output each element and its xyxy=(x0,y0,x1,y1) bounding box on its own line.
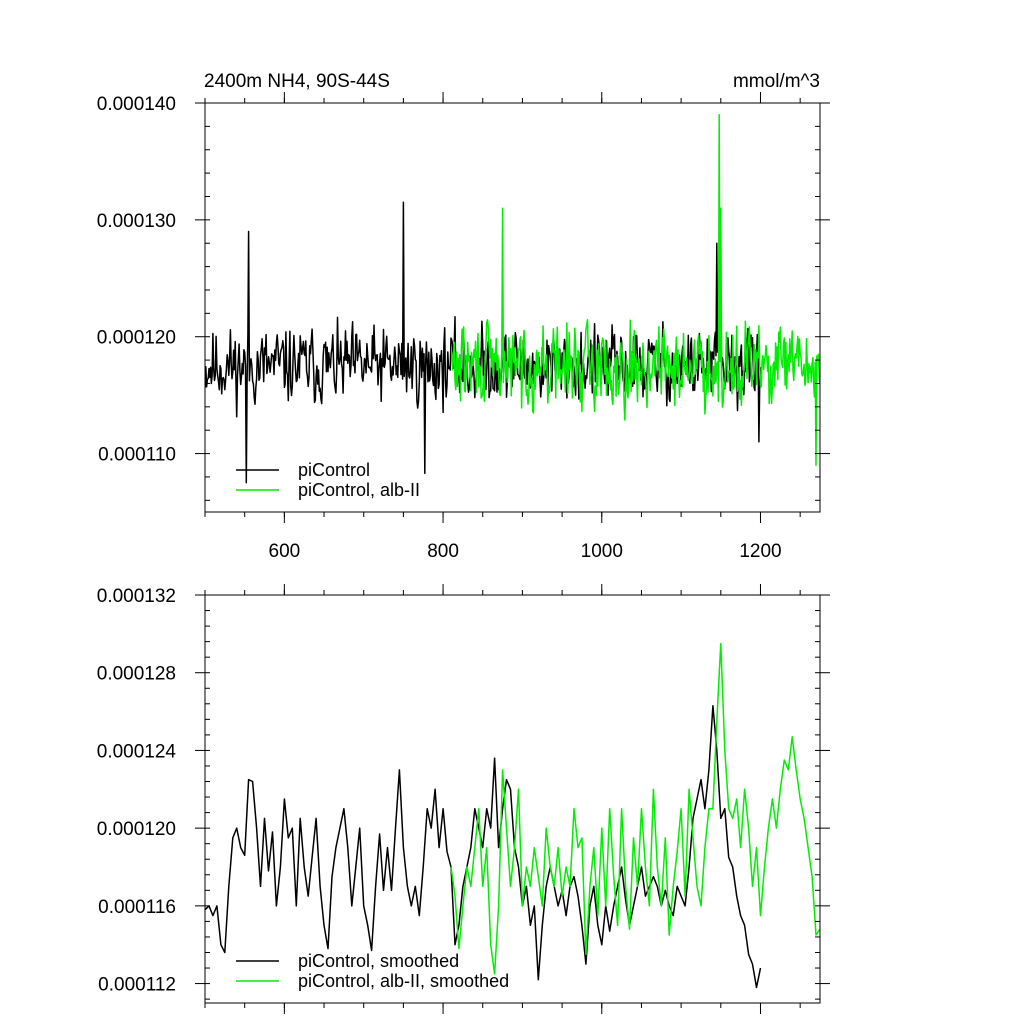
legend-label: piControl xyxy=(298,460,370,480)
y-tick-label: 0.000140 xyxy=(97,94,176,115)
top-panel: 0.000110 0.000120 0.000130 0.000140 600 800 10… xyxy=(97,92,830,562)
plot-frame xyxy=(204,594,821,1004)
chart-title: 2400m NH4, 90S-44S xyxy=(204,71,390,92)
y-tick-label: 0.000130 xyxy=(97,211,176,232)
y-tick-label: 0.000116 xyxy=(98,897,176,918)
x-tick-label: 1000 xyxy=(581,541,623,562)
x-tick-label: 800 xyxy=(427,541,459,562)
y-tick-label: 0.000120 xyxy=(97,819,176,840)
series-line-alb-ii xyxy=(450,642,820,975)
bottom-panel: 0.000112 0.000116 0.000120 0.000124 0.000128… xyxy=(97,584,830,1014)
y-tick-label: 0.000128 xyxy=(97,664,176,685)
y-tick-label: 0.000124 xyxy=(97,741,177,762)
units-label: mmol/m^3 xyxy=(733,71,820,92)
y-tick-label: 0.000110 xyxy=(98,445,176,466)
x-tick-label: 600 xyxy=(269,541,301,562)
x-tick-label: 1200 xyxy=(739,541,781,562)
legend-label: piControl, alb-II xyxy=(298,480,420,500)
y-tick-label: 0.000120 xyxy=(97,328,176,349)
series-line-picontrol xyxy=(205,201,762,484)
plot-frame xyxy=(204,102,821,513)
y-tick-label: 0.000132 xyxy=(97,586,176,607)
y-tick-label: 0.000112 xyxy=(98,975,176,996)
legend-label: piControl, alb-II, smoothed xyxy=(298,971,509,991)
series-line-alb-ii xyxy=(450,113,820,467)
legend-label: piControl, smoothed xyxy=(298,951,459,971)
